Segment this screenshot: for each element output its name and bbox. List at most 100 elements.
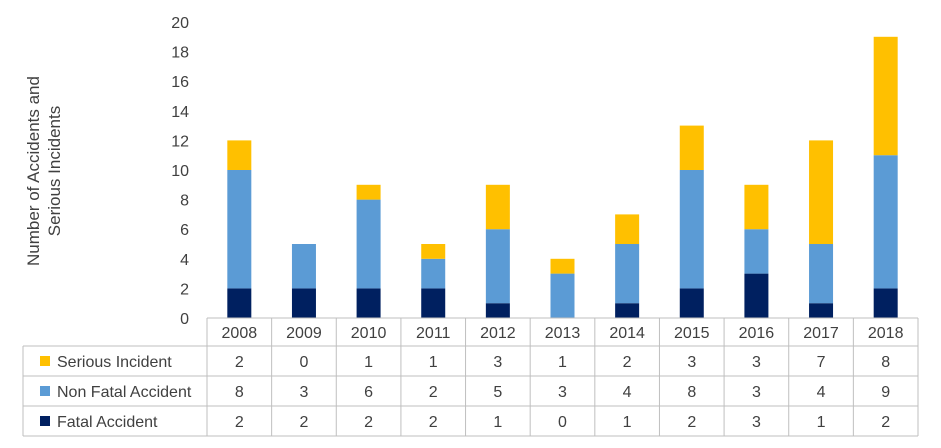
bar-segment	[615, 214, 640, 244]
legend-swatch	[40, 416, 50, 426]
table-value: 4	[623, 384, 632, 401]
y-tick-label: 8	[180, 193, 189, 210]
bar-segment	[809, 244, 834, 304]
x-tick-label: 2009	[286, 325, 322, 342]
table-value: 3	[300, 384, 309, 401]
y-tick-label: 4	[180, 252, 189, 269]
table-value: 6	[364, 384, 373, 401]
bars	[227, 36, 898, 318]
table-value: 5	[493, 384, 502, 401]
table-value: 8	[235, 384, 244, 401]
bar-segment	[615, 303, 640, 318]
bar-segment	[227, 170, 252, 289]
bar-segment	[356, 199, 381, 289]
bar-segment	[227, 140, 252, 170]
bar-segment	[291, 288, 316, 318]
bar-segment	[615, 244, 640, 304]
x-tick-label: 2012	[480, 325, 516, 342]
x-tick-label: 2013	[545, 325, 581, 342]
table-value: 2	[364, 414, 373, 431]
table-value: 1	[364, 354, 373, 371]
table-value: 3	[752, 414, 761, 431]
table-value: 1	[429, 354, 438, 371]
y-axis-label: Number of Accidents and Serious Incidents	[24, 76, 64, 266]
bar-segment	[421, 288, 446, 318]
y-tick-label: 20	[171, 15, 189, 32]
x-tick-label: 2010	[351, 325, 387, 342]
table-value: 2	[429, 384, 438, 401]
bar-segment	[744, 184, 769, 230]
bar-segment	[809, 140, 834, 244]
x-tick-label: 2014	[609, 325, 645, 342]
bar-segment	[356, 184, 381, 200]
y-tick-label: 10	[171, 163, 189, 180]
y-tick-label: 2	[180, 281, 189, 298]
bar-segment	[485, 303, 510, 318]
table-value: 7	[817, 354, 826, 371]
table-value: 1	[558, 354, 567, 371]
table-value: 3	[558, 384, 567, 401]
legend-label: Non Fatal Accident	[57, 384, 192, 401]
bar-segment	[485, 184, 510, 230]
table-value: 2	[235, 414, 244, 431]
table-value: 2	[881, 414, 890, 431]
table-value: 3	[752, 354, 761, 371]
x-tick-label: 2011	[416, 325, 451, 342]
bar-segment	[421, 244, 446, 259]
table-value: 0	[558, 414, 567, 431]
legend-label: Fatal Accident	[57, 414, 158, 431]
bar-segment	[873, 155, 898, 289]
x-tick-label: 2015	[674, 325, 710, 342]
x-tick-label: 2017	[803, 325, 839, 342]
table-value: 1	[493, 414, 502, 431]
bar-segment	[744, 273, 769, 318]
table-value: 3	[493, 354, 502, 371]
bar-segment	[227, 288, 252, 318]
y-tick-label: 6	[180, 222, 189, 239]
y-axis-title-line: Serious Incidents	[45, 106, 64, 236]
bar-segment	[421, 258, 446, 289]
y-axis-ticks: 0 2 4 6 8 10 12 14 16 18 20	[171, 15, 189, 328]
table-value: 2	[300, 414, 309, 431]
y-tick-label: 16	[171, 74, 189, 91]
table-value: 1	[623, 414, 632, 431]
y-tick-label: 14	[171, 104, 189, 121]
bar-segment	[485, 229, 510, 304]
table-value: 2	[235, 354, 244, 371]
data-table: 2008 2009 2010 2011 2012 2013 2014 2015 2016 2017…	[22, 317, 919, 437]
y-axis-title-line: Number of Accidents and	[24, 76, 43, 266]
table-value: 3	[687, 354, 696, 371]
bar-segment	[809, 303, 834, 318]
bar-segment	[873, 36, 898, 156]
bar-segment	[744, 229, 769, 274]
table-value: 1	[817, 414, 826, 431]
table-value: 8	[881, 354, 890, 371]
legend-swatch	[40, 386, 50, 396]
bar-segment	[291, 244, 316, 289]
bar-segment	[873, 288, 898, 318]
x-tick-label: 2008	[222, 325, 258, 342]
y-tick-label: 12	[171, 133, 189, 150]
y-tick-label: 18	[171, 45, 189, 62]
table-value: 8	[687, 384, 696, 401]
x-tick-label: 2018	[868, 325, 904, 342]
legend-swatch	[40, 356, 50, 366]
bar-segment	[679, 170, 704, 289]
table-value: 2	[623, 354, 632, 371]
bar-segment	[550, 273, 575, 318]
x-tick-label: 2016	[739, 325, 775, 342]
bar-segment	[356, 288, 381, 318]
legend-label: Serious Incident	[57, 354, 172, 371]
bar-segment	[550, 258, 575, 274]
table-value: 4	[817, 384, 826, 401]
bar-segment	[679, 288, 704, 318]
y-tick-label: 0	[180, 311, 189, 328]
y-axis-title: Number of Accidents and Serious Incidents	[24, 76, 64, 266]
table-value: 0	[300, 354, 309, 371]
bar-segment	[679, 125, 704, 170]
table-value: 2	[687, 414, 696, 431]
table-value: 3	[752, 384, 761, 401]
table-value: 2	[429, 414, 438, 431]
table-value: 9	[881, 384, 890, 401]
